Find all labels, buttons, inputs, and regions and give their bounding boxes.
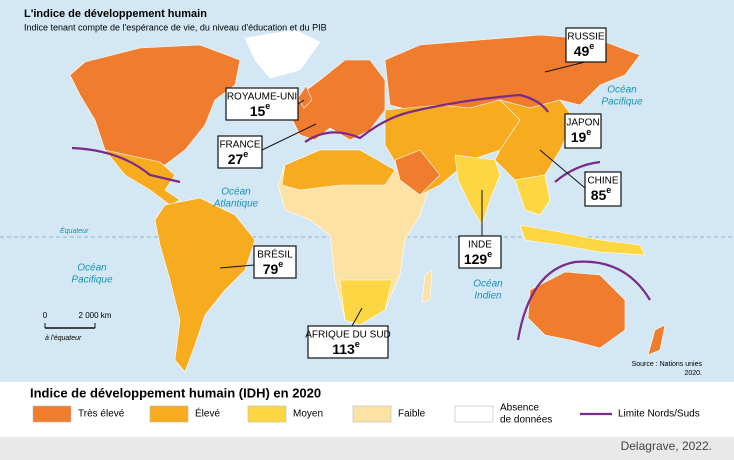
new-zealand bbox=[647, 324, 666, 356]
ocean-labels: Océan Pacifique Océan Atlantique Océan P… bbox=[60, 85, 643, 302]
callout-name: CHINE bbox=[587, 176, 618, 187]
legend-label: Faible bbox=[398, 409, 426, 420]
ns-limit bbox=[516, 260, 651, 341]
source: 2020. bbox=[684, 370, 702, 377]
southern-africa bbox=[339, 279, 393, 326]
ocean-label: Atlantique bbox=[213, 199, 259, 210]
callout-rank: 79e bbox=[263, 259, 284, 276]
leader bbox=[351, 307, 363, 327]
callout-box bbox=[458, 235, 502, 269]
leader bbox=[261, 123, 317, 151]
scale-distance: 2 000 km bbox=[79, 311, 112, 320]
north-south-line bbox=[71, 93, 651, 341]
scale-note: à l'équateur bbox=[45, 335, 82, 342]
callout-name: AFRIQUE DU SUD bbox=[305, 330, 391, 341]
greenland bbox=[244, 29, 321, 79]
callout-box bbox=[225, 87, 299, 121]
central-america bbox=[104, 149, 181, 206]
equator-label: Équateur bbox=[60, 226, 89, 235]
legend-label: Élevé bbox=[195, 407, 220, 420]
india bbox=[454, 154, 501, 226]
ocean-label: Océan bbox=[473, 279, 503, 290]
callout-rank: 15e bbox=[250, 101, 271, 118]
leader bbox=[544, 61, 586, 73]
countries bbox=[69, 29, 666, 373]
legend-swatch bbox=[352, 405, 392, 423]
callout-box bbox=[253, 245, 297, 279]
subtitle: Indice tenant compte de l'espérance de v… bbox=[24, 22, 327, 32]
callout-rank: 19e bbox=[571, 127, 592, 144]
legend-label: Limite Nords/Suds bbox=[618, 409, 700, 420]
callout-name: BRÉSIL bbox=[257, 248, 293, 261]
ocean-label: Océan bbox=[221, 187, 251, 198]
leader bbox=[297, 99, 305, 105]
south-america bbox=[154, 197, 256, 373]
ocean-label: Indien bbox=[474, 291, 502, 302]
legend-swatch bbox=[32, 405, 72, 423]
callout-rank: 49e bbox=[574, 41, 595, 58]
leader bbox=[539, 149, 586, 189]
callout-rank: 113e bbox=[332, 339, 360, 356]
callout-name: RUSSIE bbox=[567, 32, 605, 43]
callout-box bbox=[307, 325, 389, 359]
legend-label: Moyen bbox=[293, 409, 323, 420]
southeast-asia bbox=[514, 174, 551, 216]
ns-limit bbox=[554, 160, 601, 183]
north-africa bbox=[281, 149, 396, 191]
callouts: RUSSIE 49e ROYAUME-UNI 15e JAPON 19e FRA… bbox=[217, 27, 622, 359]
callout-rank: 85e bbox=[591, 185, 612, 202]
scale-zero: 0 bbox=[43, 311, 48, 320]
legend-title: Indice de développement humain (IDH) en … bbox=[30, 385, 321, 400]
north-america bbox=[69, 44, 241, 166]
united-kingdom bbox=[297, 85, 313, 109]
callout-rank: 129e bbox=[464, 249, 492, 266]
leader bbox=[219, 264, 255, 269]
callout-name: JAPON bbox=[566, 118, 599, 129]
callout-name: INDE bbox=[468, 240, 492, 251]
ocean-label: Pacifique bbox=[601, 97, 643, 108]
ns-limit bbox=[304, 93, 549, 143]
callout-box bbox=[565, 27, 607, 63]
callout-name: FRANCE bbox=[219, 140, 260, 151]
ocean-label: Océan bbox=[77, 263, 107, 274]
australia bbox=[527, 271, 626, 349]
title: L'indice de développement humain bbox=[24, 8, 207, 20]
callout-box bbox=[584, 171, 622, 207]
credit: Delagrave, 2022. bbox=[621, 439, 712, 453]
ocean-label: Pacifique bbox=[71, 275, 113, 286]
scale-bar: 0 2 000 km à l'équateur bbox=[43, 311, 112, 342]
indonesia bbox=[519, 224, 646, 256]
source: Source : Nations unies bbox=[632, 361, 703, 368]
arabia bbox=[394, 149, 441, 196]
legend-swatch bbox=[247, 405, 287, 423]
callout-box bbox=[564, 113, 602, 149]
legend-swatch bbox=[149, 405, 189, 423]
legend-swatch bbox=[454, 405, 494, 423]
callout-rank: 27e bbox=[228, 149, 249, 166]
callout-name: ROYAUME-UNI bbox=[227, 92, 297, 103]
callout-box bbox=[217, 135, 263, 169]
legend-label: Très élevé bbox=[78, 409, 125, 420]
madagascar bbox=[421, 269, 433, 303]
ocean-label: Océan bbox=[607, 85, 637, 96]
ns-limit bbox=[71, 146, 181, 184]
legend-label: de données bbox=[500, 415, 552, 426]
legend-label: Absence bbox=[500, 403, 539, 414]
